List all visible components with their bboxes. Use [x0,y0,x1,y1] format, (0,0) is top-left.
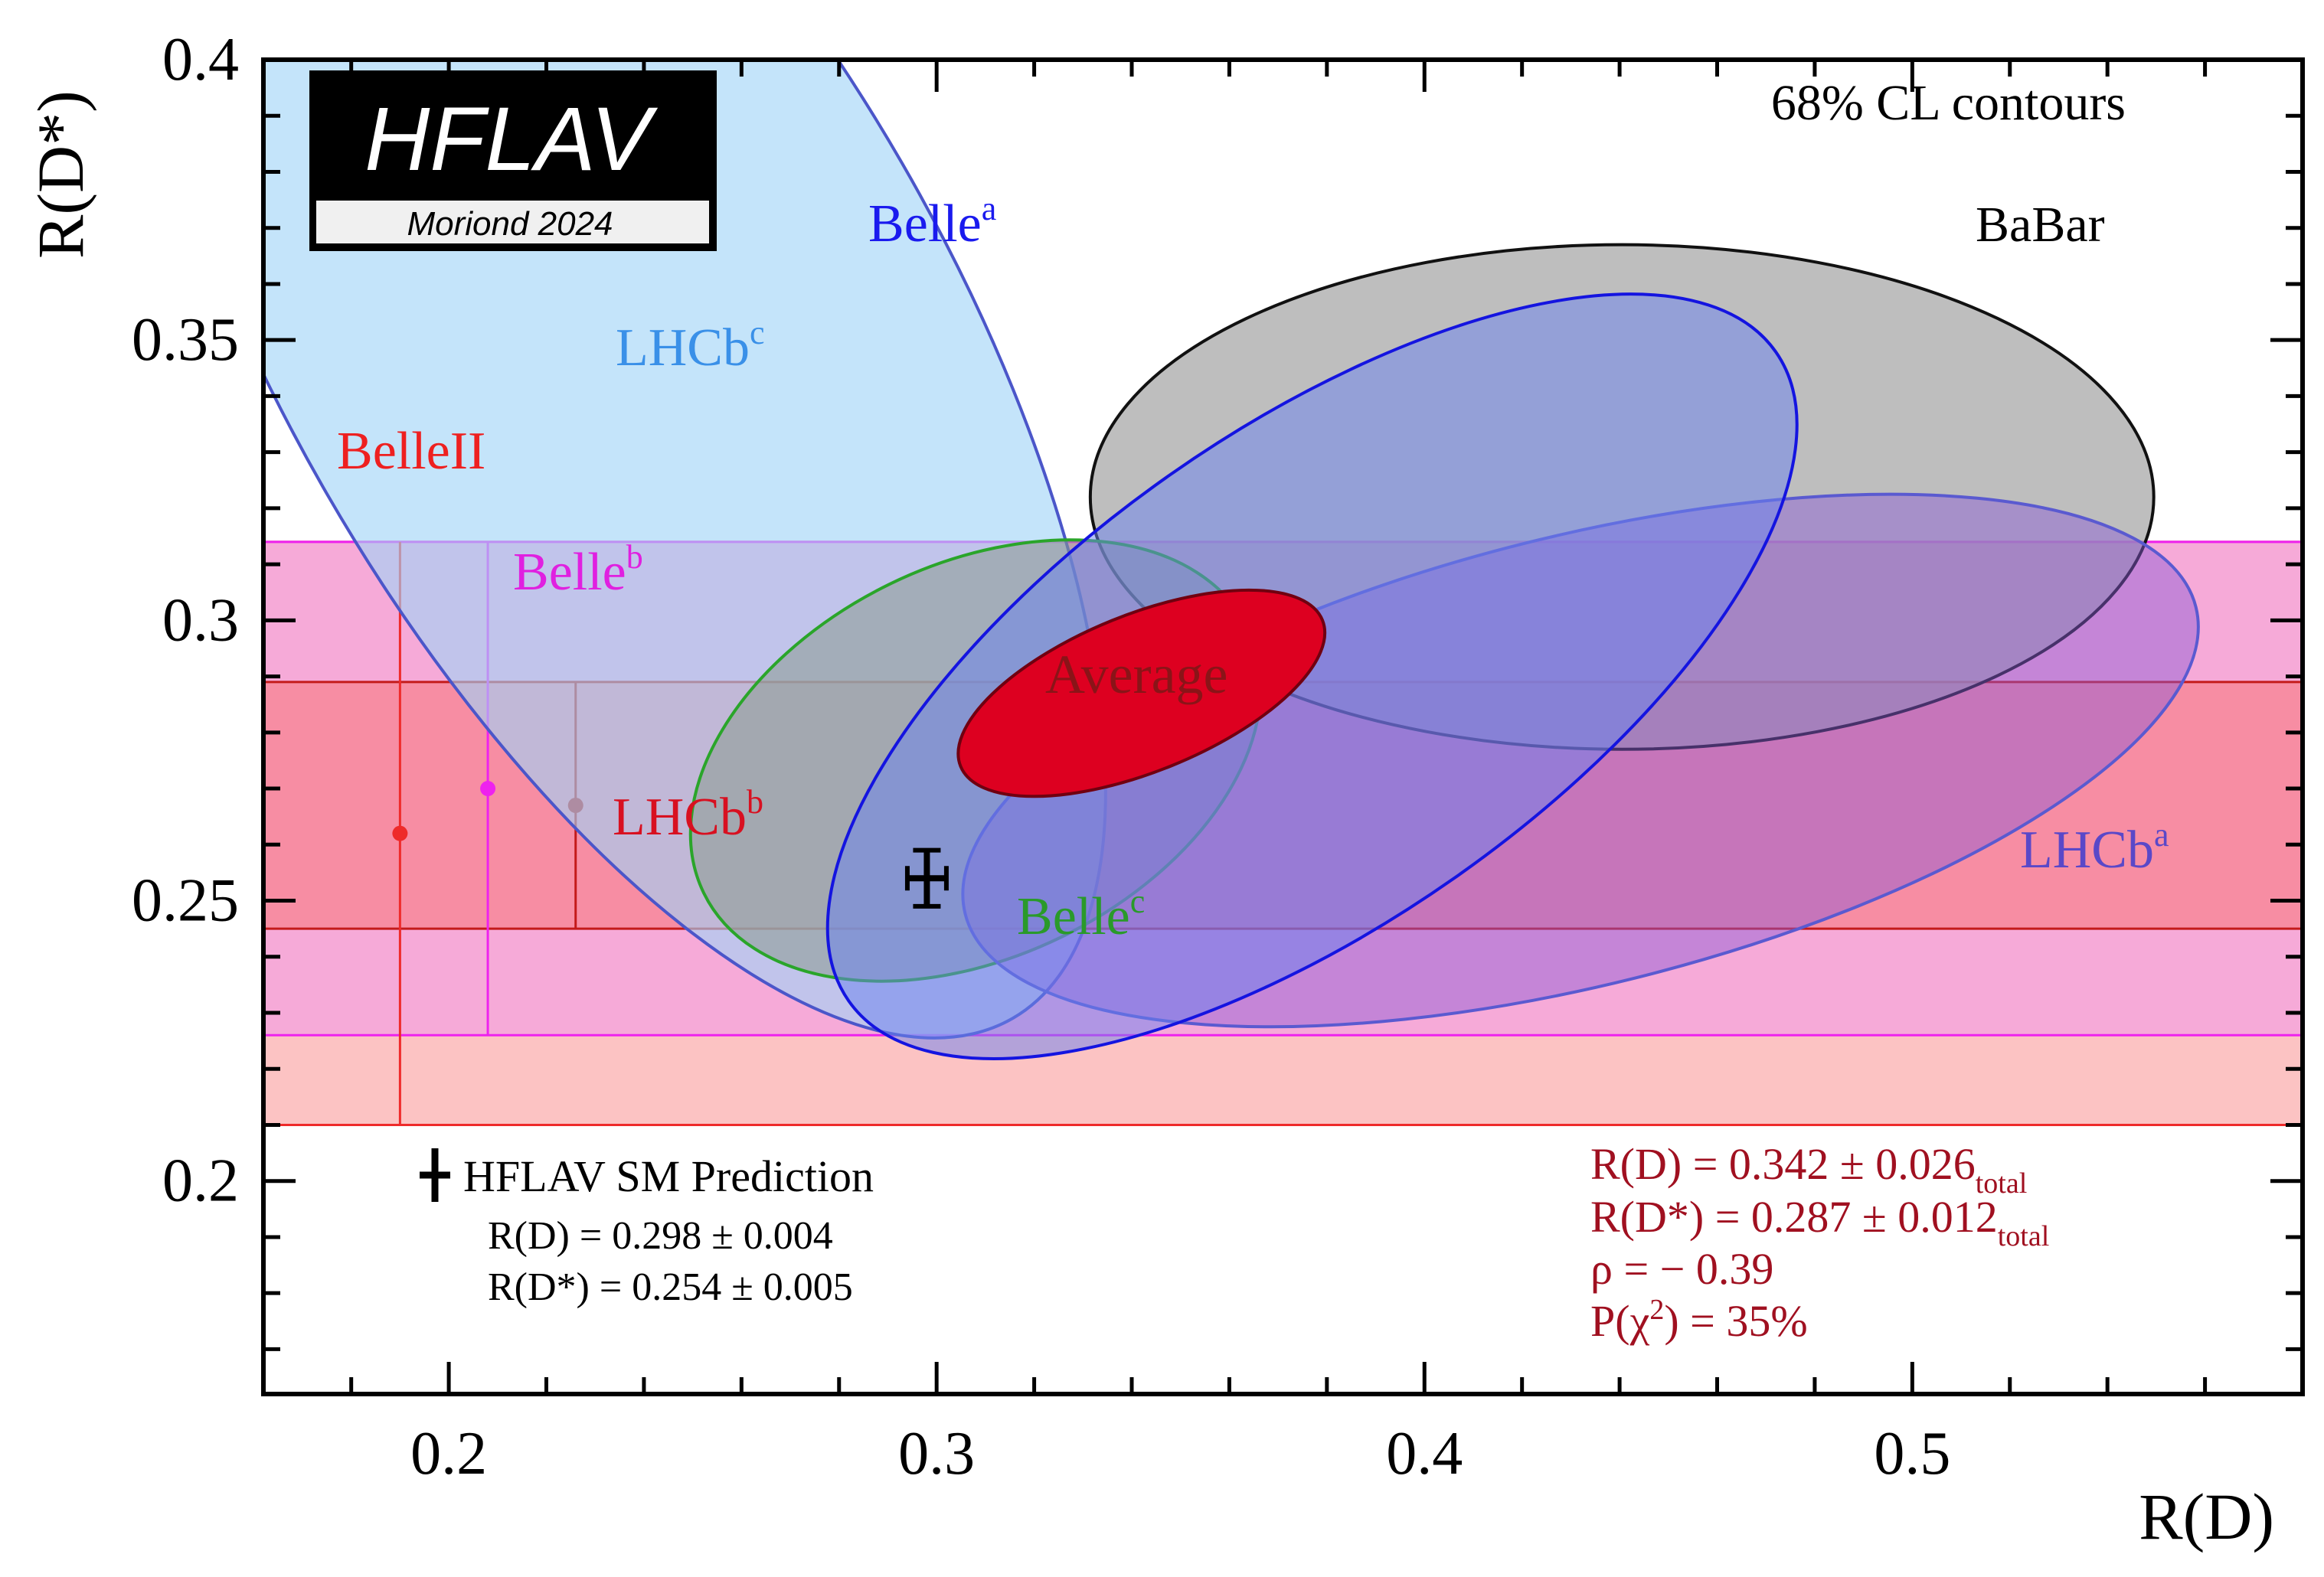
x-tick-label: 0.2 [410,1420,487,1487]
avg-rdstar-value: R(D*) = 0.287 ± 0.012 [1590,1192,1998,1242]
plot-content [263,60,2303,1126]
y-axis-label: R(D*) [24,90,97,259]
avg-p-suffix: ) = 35% [1664,1296,1807,1346]
y-tick-label: 0.25 [132,867,239,935]
label-belleii: BelleII [337,422,485,481]
x-tick-label: 0.5 [1874,1420,1950,1487]
average-results: R(D) = 0.342 ± 0.026total R(D*) = 0.287 … [1590,1139,2049,1346]
label-belle-a: Bellea [868,190,996,253]
x-axis-label: R(D) [2139,1480,2274,1553]
label-lhcb-a-text: LHCb [2020,821,2154,880]
label-belle-a-sup: a [982,190,997,227]
label-belle-c-text: Belle [1017,887,1130,946]
sm-legend-marker [420,1148,450,1202]
label-belle-b: Belleb [513,538,643,602]
y-tick-label: 0.4 [162,26,239,93]
logo-banner [316,201,709,243]
sm-rdstar-value: R(D*) = 0.254 ± 0.005 [488,1265,853,1309]
ellipse-average [956,588,1327,798]
label-lhcb-a-sup: a [2154,816,2169,854]
label-lhcb-c: LHCbc [616,314,765,377]
axes: 0.2 0.3 0.4 0.5 0.2 0.25 0.3 0.35 0.4 [132,26,2305,1487]
avg-rd-value: R(D) = 0.342 ± 0.026 [1590,1139,1976,1189]
avg-p-chi2: P(χ2) = 35% [1590,1294,1808,1346]
avg-rho: ρ = − 0.39 [1590,1244,1773,1294]
x-tick-label: 0.3 [898,1420,975,1487]
avg-rd-line: R(D) = 0.342 ± 0.026total [1590,1139,2027,1200]
label-belle-b-sup: b [626,538,643,576]
avg-p-sup: 2 [1649,1294,1664,1326]
label-belle-c-sup: c [1130,883,1146,920]
avg-rdstar-line: R(D*) = 0.287 ± 0.012total [1590,1192,2049,1252]
sm-legend-label: HFLAV SM Prediction [463,1151,874,1201]
hflav-logo: HFLAV Moriond 2024 [309,70,717,251]
label-lhcb-c-text: LHCb [616,318,750,377]
y-tick-label: 0.35 [132,306,239,374]
label-average: Average [1045,644,1228,705]
logo-title: HFLAV [364,89,658,190]
plot-frame [261,57,2305,1396]
y-tick-label: 0.2 [162,1148,239,1215]
avg-p-prefix: P(χ [1590,1296,1650,1346]
sm-prediction-legend: HFLAV SM Prediction R(D) = 0.298 ± 0.004… [420,1148,874,1309]
sm-rd-value: R(D) = 0.298 ± 0.004 [488,1214,833,1258]
avg-rdstar-sub: total [1998,1220,2050,1252]
label-belle-a-text: Belle [868,194,982,253]
label-belle-c: Bellec [1017,883,1145,946]
label-lhcb-c-sup: c [750,314,765,351]
label-lhcb-b-sup: b [747,783,763,821]
band-belleii-point [392,825,408,841]
band-belle-b-point [480,781,496,797]
label-lhcb-a: LHCba [2020,816,2169,880]
label-babar: BaBar [1976,197,2105,253]
ellipse-belle-a [825,292,1799,1060]
x-tick-label: 0.4 [1386,1420,1463,1487]
y-tick-label: 0.3 [162,586,239,654]
avg-rd-sub: total [1976,1167,2028,1200]
chart-title: 68% CL contours [1771,75,2126,131]
logo-subtitle: Moriond 2024 [407,205,613,243]
label-lhcb-b: LHCbb [613,783,763,847]
label-lhcb-b-text: LHCb [613,788,747,847]
label-belle-b-text: Belle [513,543,626,602]
dataset-labels: Bellea BaBar LHCbc BelleII Belleb Averag… [337,190,2169,946]
